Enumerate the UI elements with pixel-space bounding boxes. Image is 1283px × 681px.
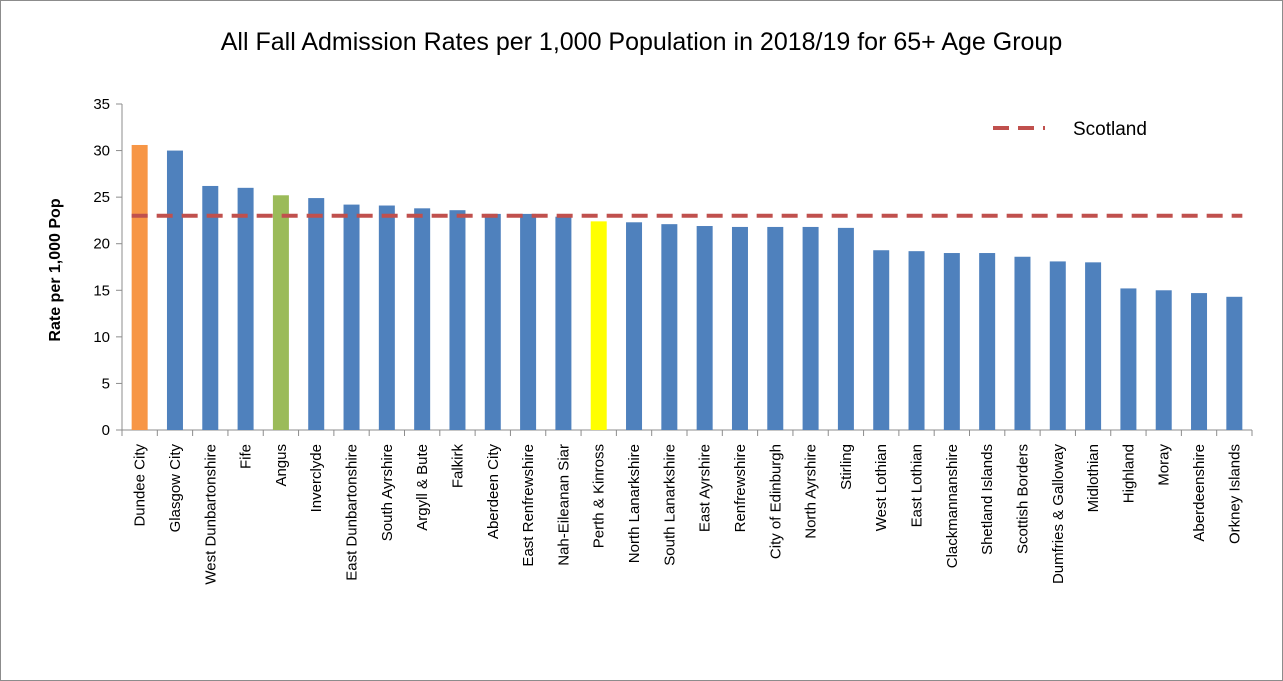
legend-scotland-label: Scotland	[1073, 119, 1147, 140]
bar-clackmannanshire	[943, 253, 960, 430]
bar-renfrewshire	[731, 226, 748, 430]
y-tick-label: 10	[93, 329, 110, 346]
x-tick-label: Shetland Islands	[979, 444, 996, 555]
x-tick-label: Argyll & Bute	[414, 444, 431, 531]
x-tick-label: Angus	[273, 444, 290, 487]
x-tick-label: South Ayrshire	[379, 444, 396, 541]
bar-south-ayrshire	[378, 205, 395, 430]
bar-glasgow-city	[166, 150, 183, 431]
bar-fife	[237, 187, 254, 430]
x-axis	[121, 429, 1253, 436]
bar-orkney-islands	[1226, 296, 1243, 430]
x-tick-label: Glasgow City	[167, 444, 184, 533]
bar-nah-eileanan-siar	[555, 216, 572, 430]
bar-west-lothian	[873, 250, 890, 430]
x-tick-label: Aberdeen City	[485, 444, 502, 540]
y-tick-label: 15	[93, 282, 110, 299]
bar-midlothian	[1085, 262, 1102, 430]
bar-shetland-islands	[979, 253, 996, 430]
x-tick-label: Clackmannanshire	[944, 444, 961, 568]
bar-east-renfrewshire	[520, 213, 537, 430]
bar-east-dunbartonshire	[343, 204, 360, 430]
x-tick-label: Orkney Islands	[1226, 444, 1243, 544]
bar-angus	[272, 195, 289, 430]
x-tick-label: North Ayrshire	[803, 444, 820, 539]
bar-city-of-edinburgh	[767, 226, 784, 430]
bar-inverclyde	[308, 198, 325, 430]
y-axis: 0 5 10 15 20 25 30 35	[93, 96, 123, 439]
y-tick-label: 20	[93, 236, 110, 253]
bar-stirling	[837, 227, 854, 430]
x-tick-label: West Dunbartonshire	[202, 444, 219, 585]
x-tick-label: Moray	[1156, 444, 1173, 486]
y-tick-label: 35	[93, 96, 110, 113]
x-tick-label: Renfrewshire	[732, 444, 749, 532]
bar-east-lothian	[908, 251, 925, 430]
x-tick-label: Aberdeenshire	[1191, 444, 1208, 542]
x-tick-label: Midlothian	[1085, 444, 1102, 512]
y-tick-label: 0	[102, 422, 110, 439]
bar-highland	[1120, 288, 1137, 430]
bar-south-lanarkshire	[661, 224, 678, 430]
x-tick-label: Perth & Kinross	[591, 444, 608, 548]
x-tick-label: South Lanarkshire	[661, 444, 678, 566]
bar-east-ayrshire	[696, 226, 713, 430]
bar-aberdeen-city	[484, 213, 501, 430]
x-tick-label: Stirling	[838, 444, 855, 490]
y-tick-label: 30	[93, 143, 110, 160]
bars	[131, 144, 1243, 431]
bar-west-dunbartonshire	[202, 185, 219, 430]
x-tick-label: East Ayrshire	[697, 444, 714, 532]
x-tick-label: East Lothian	[909, 444, 926, 527]
bar-north-ayrshire	[802, 226, 819, 430]
x-tick-label: Falkirk	[449, 444, 466, 489]
x-tick-label: Inverclyde	[308, 444, 325, 512]
x-tick-label: City of Edinburgh	[767, 444, 784, 559]
bar-north-lanarkshire	[626, 222, 643, 430]
x-tick-label: East Dunbartonshire	[344, 444, 361, 581]
y-tick-label: 25	[93, 189, 110, 206]
bar-argyll-and-bute	[414, 208, 431, 430]
x-tick-label: East Renfrewshire	[520, 444, 537, 567]
x-tick-label: Scottish Borders	[1014, 444, 1031, 554]
legend: Scotland	[993, 119, 1147, 140]
chart-title: All Fall Admission Rates per 1,000 Popul…	[220, 28, 1063, 56]
x-tick-label: Nah-Eileanan Siar	[555, 444, 572, 566]
bar-perth-and-kinross	[590, 221, 607, 430]
bar-aberdeenshire	[1191, 293, 1208, 430]
x-tick-label: West Lothian	[873, 444, 890, 531]
x-tick-label: Fife	[238, 444, 255, 469]
x-tick-label: North Lanarkshire	[626, 444, 643, 563]
bar-scottish-borders	[1014, 256, 1031, 430]
bar-dumfries-and-galloway	[1049, 261, 1066, 430]
y-tick-label: 5	[102, 375, 110, 392]
category-labels: Dundee City Glasgow City West Dunbartonshi…	[132, 444, 1244, 585]
x-tick-label: Highland	[1120, 444, 1137, 503]
bar-dundee-city	[131, 144, 148, 431]
y-axis-label: Rate per 1,000 Pop	[47, 198, 64, 341]
bar-moray	[1155, 290, 1172, 430]
bar-falkirk	[449, 210, 466, 430]
x-tick-label: Dundee City	[132, 444, 149, 527]
x-tick-label: Dumfries & Galloway	[1050, 444, 1067, 585]
